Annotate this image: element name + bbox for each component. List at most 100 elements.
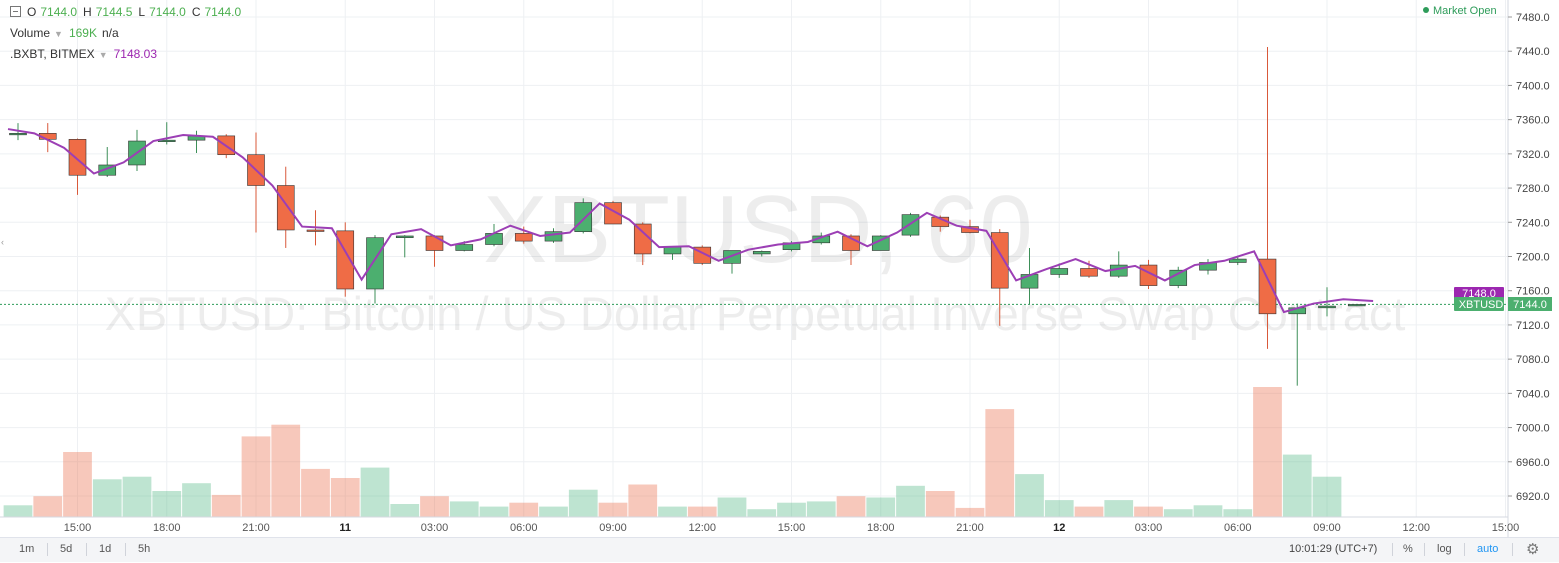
timeframe-1m-button[interactable]: 1m [19, 543, 35, 555]
candle-body [276, 185, 295, 231]
percent-scale-button[interactable]: % [1403, 543, 1413, 555]
volume-bar [1015, 474, 1044, 517]
time-tick-label: 03:00 [1135, 522, 1163, 534]
scroll-left-icon[interactable]: ‹ [1, 237, 4, 247]
volume-bar [271, 424, 301, 517]
time-axis[interactable]: 15:00 18:00 21:00 11 03:00 06:00 09:00 12:00 15:… [0, 237, 1519, 534]
volume-bar [390, 504, 420, 517]
timeframe-5h-button[interactable]: 5h [138, 543, 151, 555]
open-value: 7144.0 [40, 5, 78, 19]
watermark: XBTUSD, 60 XBTUSD: Bitcoin / US Dollar P… [105, 176, 1406, 340]
close-label: C [191, 5, 201, 19]
candle-body [1318, 305, 1336, 309]
timeframe-1d-button[interactable]: 1d [99, 543, 112, 555]
time-tick-label: 12:00 [1402, 522, 1430, 534]
collapse-icon[interactable] [10, 6, 21, 17]
volume-bar [92, 479, 122, 517]
volume-bar [1044, 500, 1074, 517]
candle-body [1080, 268, 1098, 277]
volume-extra: n/a [101, 26, 119, 40]
volume-bar [866, 497, 896, 517]
volume-bar [301, 468, 330, 517]
price-tick-label: 6920.0 [1516, 491, 1550, 503]
candle-body [1020, 274, 1039, 289]
candle-body [425, 235, 444, 251]
time-tick-label: 09:00 [1313, 522, 1341, 534]
volume-bar [836, 496, 866, 517]
clock: 10:01:29 (UTC+7) [1289, 543, 1378, 555]
volume-value: 169K [68, 26, 97, 40]
dropdown-caret-icon[interactable]: ▼ [98, 50, 108, 60]
time-tick-label: 12:00 [688, 522, 716, 534]
price-tick-label: 7040.0 [1516, 388, 1550, 400]
volume-bar [1134, 506, 1163, 517]
volume-bar [1074, 506, 1104, 517]
candle-body [1050, 268, 1069, 275]
time-tick-label: 21:00 [956, 522, 984, 534]
volume-bar [628, 484, 658, 517]
candle-body [990, 232, 1009, 289]
candle-body [9, 133, 27, 136]
separator [1512, 543, 1513, 556]
last-price-tag-symbol: XBTUSD [1459, 299, 1504, 311]
log-scale-button[interactable]: log [1437, 543, 1452, 555]
volume-bar [3, 505, 33, 517]
price-tick-label: 7240.0 [1516, 217, 1550, 229]
volume-bar [211, 494, 241, 517]
price-tick-label: 6960.0 [1516, 457, 1550, 469]
volume-bar [479, 506, 509, 517]
candle-body [1258, 258, 1277, 315]
timeframe-5d-button[interactable]: 5d [60, 543, 73, 555]
volume-bar [747, 509, 777, 517]
candle-body [574, 202, 593, 232]
volume-label: Volume [10, 26, 51, 40]
candle-body [1347, 304, 1366, 307]
price-chart[interactable]: XBTUSD, 60 XBTUSD: Bitcoin / US Dollar P… [0, 0, 1559, 537]
volume-bar [896, 485, 925, 517]
watermark-symbol: XBTUSD, 60 [483, 176, 1033, 283]
dropdown-caret-icon[interactable]: ▼ [54, 29, 63, 39]
bottom-toolbar: 1m 5d 1d 5h 10:01:29 (UTC+7) % log auto … [0, 537, 1559, 562]
low-value: 7144.0 [149, 5, 186, 19]
volume-bar [598, 502, 628, 517]
volume-bar [539, 506, 568, 517]
volume-bar [449, 501, 479, 517]
volume-bar [985, 409, 1015, 517]
gear-icon[interactable]: ⚙ [1526, 541, 1540, 558]
time-tick-label: 06:00 [1224, 522, 1252, 534]
candle-body [455, 244, 474, 251]
status-dot-icon [1423, 7, 1429, 13]
volume-bar [241, 436, 271, 517]
volume-bar [63, 452, 92, 517]
grid [0, 0, 1508, 517]
volume-bar [1282, 454, 1312, 517]
volume-bar [152, 491, 182, 517]
volume-bar [420, 496, 449, 517]
bxbt-legend[interactable]: .BXBT, BITMEX ▼ 7148.03 [10, 47, 157, 61]
candle-body [68, 139, 87, 176]
price-tick-label: 7480.0 [1516, 12, 1550, 24]
bxbt-line [7, 128, 1374, 314]
last-price-tag-bg [1454, 297, 1504, 311]
price-tick-label: 7200.0 [1516, 252, 1550, 264]
volume-bar [1104, 500, 1134, 517]
price-tick-label: 7280.0 [1516, 183, 1550, 195]
separator [1464, 543, 1465, 556]
volume-bar [1193, 505, 1223, 517]
volume-bar [33, 496, 63, 517]
price-tick-label: 7080.0 [1516, 354, 1550, 366]
time-tick-label: 15:00 [778, 522, 806, 534]
last-price-axis-tag-bg [1508, 297, 1552, 311]
volume-bar [330, 478, 360, 517]
time-tick-label: 06:00 [510, 522, 538, 534]
candle-body [1228, 258, 1247, 263]
time-tick-label: 11 [339, 522, 351, 534]
price-tick-label: 7120.0 [1516, 320, 1550, 332]
price-axis[interactable]: 6920.0 6960.0 7000.0 7040.0 7080.0 7120.0 7160… [1507, 0, 1550, 537]
close-value: 7144.0 [204, 5, 242, 19]
auto-scale-button[interactable]: auto [1477, 543, 1499, 555]
time-tick-label: 12 [1053, 522, 1065, 534]
volume-bar [1163, 509, 1193, 517]
volume-legend[interactable]: Volume ▼ 169K n/a [10, 26, 119, 40]
